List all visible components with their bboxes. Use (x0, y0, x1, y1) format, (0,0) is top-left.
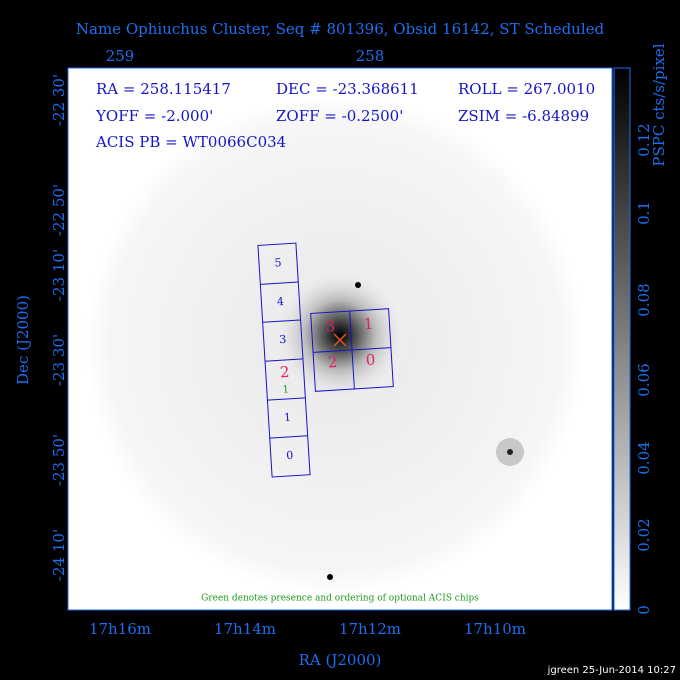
bottom-tick-label: 17h12m (339, 620, 401, 638)
colorbar-label: 0.06 (635, 363, 653, 396)
chip-label: 4 (277, 295, 285, 308)
chip-label: 2 (279, 363, 290, 382)
colorbar-label: 0.1 (635, 201, 653, 225)
info: RA = 258.115417 (96, 80, 231, 98)
chip-label: 1 (284, 411, 292, 424)
chip-divider (260, 281, 299, 285)
bottom-tick-label: 17h14m (214, 620, 276, 638)
colorbar-label: 0 (635, 605, 653, 615)
bottom-tick-label: 17h16m (89, 620, 151, 638)
chip-divider (313, 347, 391, 353)
x-axis-title: RA (J2000) (299, 651, 382, 669)
left-tick-label: -23 10' (50, 249, 68, 301)
note: Green denotes presence and ordering of o… (201, 594, 479, 604)
bottom-tick-label: 17h10m (464, 620, 526, 638)
footer: jgreen 25-Jun-2014 10:27 (547, 665, 676, 676)
info: ROLL = 267.0010 (458, 80, 595, 98)
left-tick-label: -22 50' (50, 184, 68, 236)
left-tick-label: -23 30' (50, 334, 68, 386)
chip-label: 3 (279, 333, 287, 346)
top-tick-label: 258 (356, 47, 385, 65)
acis-i-array: 3 1 2 0 (310, 308, 394, 392)
title: Name Ophiuchus Cluster, Seq # 801396, Ob… (76, 20, 605, 38)
chip-label: 5 (274, 256, 282, 269)
info: ACIS PB = WT0066C034 (95, 133, 286, 151)
chip-divider (262, 319, 301, 323)
cluster (270, 265, 410, 405)
chip-label: 0 (286, 449, 294, 462)
info: ZOFF = -0.2500' (276, 107, 403, 125)
source (355, 282, 361, 288)
source (507, 449, 513, 455)
left-tick-label: -24 10' (50, 529, 68, 581)
optional-chip-label: 1 (282, 384, 289, 395)
colorbar-label: 0.02 (635, 518, 653, 551)
chip-divider (265, 358, 303, 362)
chip-label: 1 (363, 315, 374, 334)
top-tick-label: 259 (106, 47, 135, 65)
info: ZSIM = -6.84899 (458, 107, 589, 125)
acis-s-array: 5 4 3 2 1 1 0 (257, 242, 311, 478)
colorbar (613, 67, 631, 611)
chip-divider (267, 397, 306, 401)
info: YOFF = -2.000' (95, 107, 213, 125)
source (327, 574, 333, 580)
colorbar-label: 0.12 (635, 123, 653, 156)
y-axis-title: Dec (J2000) (14, 295, 32, 385)
info: DEC = -23.368611 (276, 80, 419, 98)
left-tick-label: -22 30' (50, 74, 68, 126)
chip-label: 0 (365, 351, 376, 370)
left-tick-label: -23 50' (50, 434, 68, 486)
colorbar-label: 0.04 (635, 441, 653, 474)
chip-label: 3 (325, 317, 336, 336)
aimpoint (333, 333, 347, 347)
chip-divider (269, 435, 308, 439)
chip-label: 2 (327, 353, 338, 372)
colorbar-label: 0.08 (635, 283, 653, 316)
colorbar-title: PSPC cts/s/pixel (650, 43, 668, 166)
